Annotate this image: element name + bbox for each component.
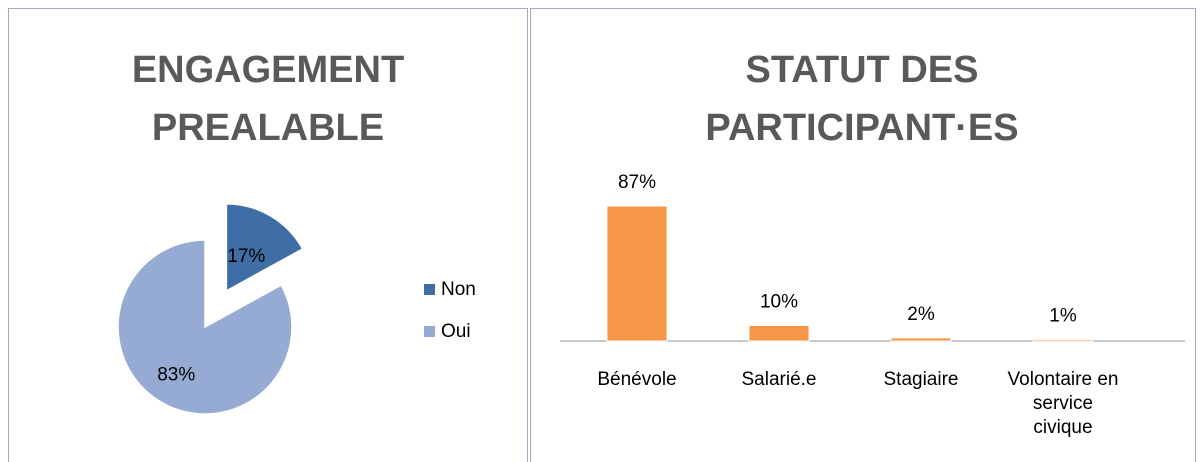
legend-swatch [424, 326, 435, 337]
data-label: 1% [1049, 305, 1077, 326]
data-label: 10% [760, 291, 798, 312]
bar [606, 205, 668, 342]
chart-title: ENGAGEMENT [132, 49, 404, 91]
x-tick-label: Volontaire en service civique [1008, 369, 1119, 438]
panel-border [530, 8, 1196, 462]
data-label: 87% [618, 172, 656, 193]
x-tick-label: Bénévole [597, 369, 676, 390]
chart-title: STATUT DES [746, 49, 979, 91]
x-tick-label: Stagiaire [884, 369, 959, 390]
data-label: 2% [907, 304, 935, 325]
legend-label: Non [441, 279, 476, 300]
bar [890, 337, 952, 342]
panel-border [8, 8, 528, 462]
legend-label: Oui [441, 321, 471, 342]
chart-title: PREALABLE [152, 107, 384, 149]
legend-swatch [424, 284, 435, 295]
data-label: 83% [157, 365, 195, 386]
bar [748, 324, 810, 342]
pie-slice [117, 239, 293, 415]
pie-slice [225, 203, 304, 293]
bar [1032, 338, 1094, 342]
data-label: 17% [227, 246, 265, 267]
chart-title: PARTICIPANT·ES [705, 107, 1018, 149]
x-tick-label: Salarié.e [742, 369, 817, 390]
